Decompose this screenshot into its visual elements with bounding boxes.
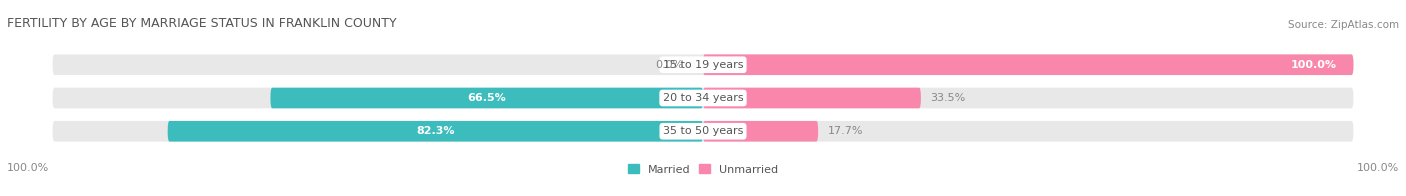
Text: 0.0%: 0.0% bbox=[655, 60, 683, 70]
FancyBboxPatch shape bbox=[52, 121, 1354, 142]
Text: 17.7%: 17.7% bbox=[828, 126, 863, 136]
Text: FERTILITY BY AGE BY MARRIAGE STATUS IN FRANKLIN COUNTY: FERTILITY BY AGE BY MARRIAGE STATUS IN F… bbox=[7, 17, 396, 30]
Text: 82.3%: 82.3% bbox=[416, 126, 454, 136]
Text: 33.5%: 33.5% bbox=[931, 93, 966, 103]
Text: 20 to 34 years: 20 to 34 years bbox=[662, 93, 744, 103]
FancyBboxPatch shape bbox=[703, 121, 818, 142]
FancyBboxPatch shape bbox=[52, 88, 1354, 108]
Legend: Married, Unmarried: Married, Unmarried bbox=[627, 164, 779, 175]
FancyBboxPatch shape bbox=[703, 88, 921, 108]
Text: 100.0%: 100.0% bbox=[7, 163, 49, 173]
FancyBboxPatch shape bbox=[52, 54, 1354, 75]
Text: 100.0%: 100.0% bbox=[1291, 60, 1337, 70]
Text: 100.0%: 100.0% bbox=[1357, 163, 1399, 173]
Text: Source: ZipAtlas.com: Source: ZipAtlas.com bbox=[1288, 20, 1399, 30]
Text: 35 to 50 years: 35 to 50 years bbox=[662, 126, 744, 136]
FancyBboxPatch shape bbox=[703, 54, 1354, 75]
FancyBboxPatch shape bbox=[167, 121, 703, 142]
Text: 15 to 19 years: 15 to 19 years bbox=[662, 60, 744, 70]
FancyBboxPatch shape bbox=[270, 88, 703, 108]
Text: 66.5%: 66.5% bbox=[467, 93, 506, 103]
